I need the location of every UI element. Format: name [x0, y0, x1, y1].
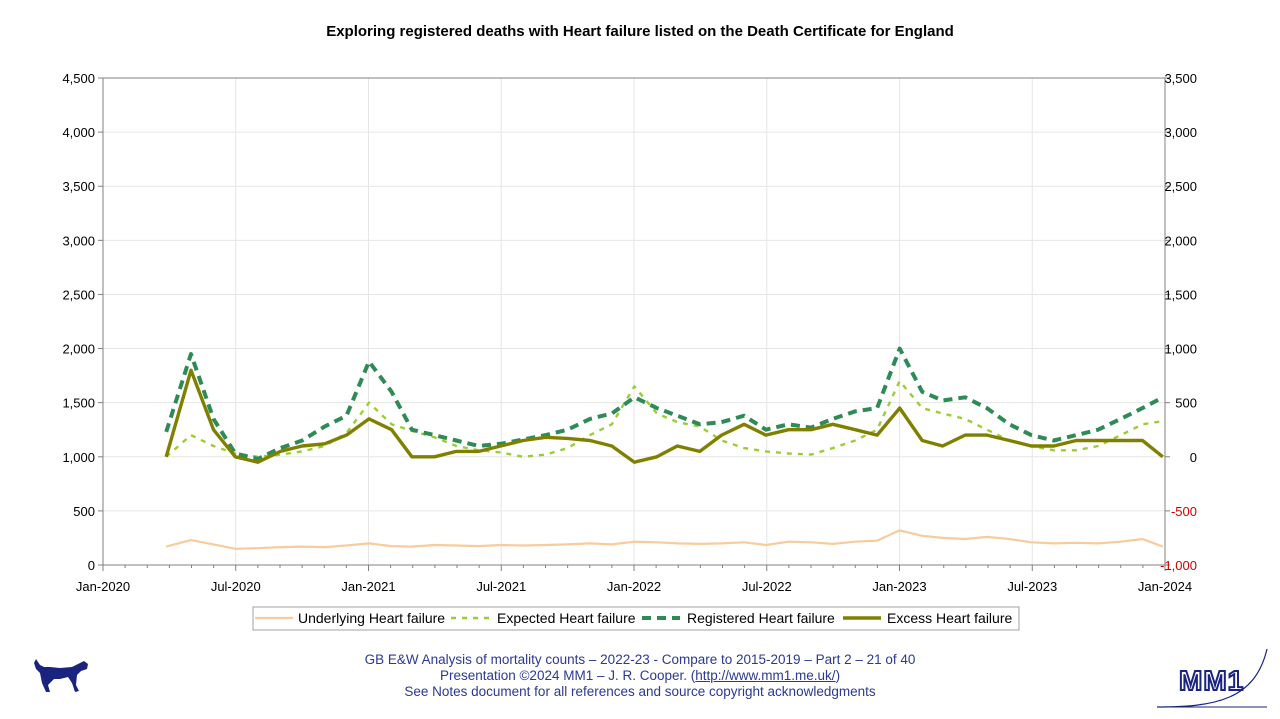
x-axis: Jan-2020 Jul-2020 Jan-2021 Jul-2021 Jan-2022… [76, 565, 1192, 594]
y-left-tick-label: 0 [88, 558, 95, 573]
footer: GB E&W Analysis of mortality counts – 20… [0, 652, 1280, 700]
x-tick-label: Jul-2023 [1007, 579, 1057, 594]
y-axis-left: 0 500 1,000 1,500 2,000 2,500 3,000 3,500 4,000 4… [62, 71, 103, 573]
x-tick-label: Jul-2021 [476, 579, 526, 594]
y-right-tick-label: 2,500 [1164, 179, 1197, 194]
y-right-tick-label: 0 [1190, 450, 1197, 465]
y-left-tick-label: 2,500 [62, 287, 95, 302]
x-tick-label: Jul-2022 [742, 579, 792, 594]
x-tick-label: Jan-2024 [1138, 579, 1192, 594]
series-line-excess-heart-failure [164, 368, 1164, 464]
y-left-tick-label: 3,500 [62, 179, 95, 194]
grid [103, 78, 1165, 565]
y-right-tick-label: 3,000 [1164, 125, 1197, 140]
footer-line-2-suffix: ) [835, 668, 841, 683]
logo-text: MM1 [1179, 665, 1244, 696]
y-left-tick-label: 4,000 [62, 125, 95, 140]
y-right-tick-label: -1,000 [1160, 558, 1197, 573]
legend: Underlying Heart failure Expected Heart f… [252, 606, 1020, 631]
y-right-tick-label: 500 [1175, 396, 1197, 411]
y-left-tick-label: 4,500 [62, 71, 95, 86]
y-left-tick-label: 2,000 [62, 342, 95, 357]
y-left-tick-label: 1,500 [62, 396, 95, 411]
y-left-tick-label: 500 [73, 504, 95, 519]
y-right-tick-label: 2,000 [1164, 233, 1197, 248]
legend-box [252, 606, 1020, 631]
x-tick-label: Jan-2020 [76, 579, 130, 594]
legend-label: Underlying Heart failure [298, 610, 445, 626]
x-tick-label: Jul-2020 [211, 579, 261, 594]
x-tick-label: Jan-2023 [872, 579, 926, 594]
y-right-tick-label: 1,500 [1164, 287, 1197, 302]
series-line-expected-heart-failure [165, 379, 1163, 458]
y-axis-right: -1,000 -500 0 500 1,000 1,500 2,000 2,500 3,000 3… [1160, 71, 1197, 573]
x-tick-label: Jan-2022 [607, 579, 661, 594]
legend-label: Registered Heart failure [687, 610, 835, 626]
x-tick-label: Jan-2021 [341, 579, 395, 594]
y-right-tick-label: 3,500 [1164, 71, 1197, 86]
series-lines [164, 346, 1164, 550]
dog-icon [34, 659, 88, 692]
chart-title: Exploring registered deaths with Heart f… [326, 23, 954, 40]
series-line-registered-heart-failure [164, 346, 1164, 461]
footer-link[interactable]: http://www.mm1.me.uk/ [695, 668, 836, 683]
y-right-tick-label: 1,000 [1164, 342, 1197, 357]
footer-line-3: See Notes document for all references an… [404, 684, 876, 699]
y-right-tick-label: -500 [1171, 504, 1197, 519]
mm1-logo: MM1 [1156, 648, 1268, 708]
footer-line-2-prefix: Presentation ©2024 MM1 – J. R. Cooper. ( [439, 668, 696, 683]
footer-line-1: GB E&W Analysis of mortality counts – 20… [364, 652, 916, 667]
y-left-tick-label: 3,000 [62, 233, 95, 248]
series-line-underlying-heart-failure [165, 529, 1164, 550]
legend-label: Expected Heart failure [497, 610, 636, 626]
legend-label: Excess Heart failure [887, 610, 1012, 626]
footer-line-2: Presentation ©2024 MM1 – J. R. Cooper. (… [0, 668, 1280, 684]
y-left-tick-label: 1,000 [62, 450, 95, 465]
